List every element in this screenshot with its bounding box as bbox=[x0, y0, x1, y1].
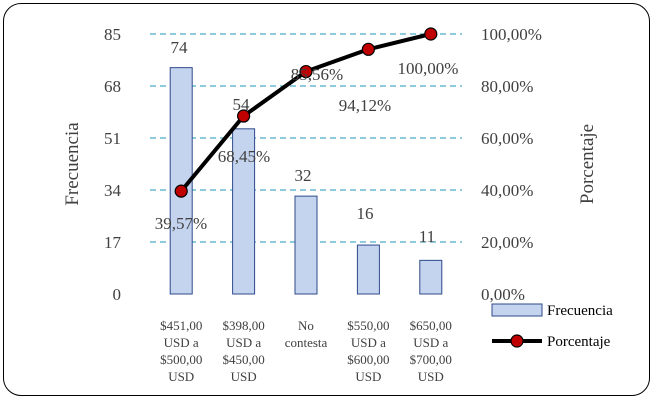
y-tick-label: 51 bbox=[104, 129, 121, 148]
bar-data-label: 74 bbox=[171, 38, 189, 57]
line-point bbox=[361, 42, 375, 56]
y-tick-label: 17 bbox=[104, 233, 122, 252]
x-category-label: $450,00 bbox=[222, 352, 264, 367]
bar bbox=[232, 128, 256, 295]
line-point bbox=[237, 109, 251, 123]
x-category-label: $700,00 bbox=[410, 352, 452, 367]
line-data-label: 100,00% bbox=[398, 59, 459, 78]
x-category-label: $650,00 bbox=[410, 318, 452, 333]
y2-tick-label: 80,00% bbox=[481, 77, 533, 96]
y2-axis-title: Porcentaje bbox=[577, 124, 598, 204]
x-category-label: $600,00 bbox=[347, 352, 389, 367]
legend-swatch-frecuencia bbox=[491, 303, 543, 317]
x-category-label: USD a bbox=[164, 335, 199, 350]
y-tick-label: 34 bbox=[104, 181, 122, 200]
line-point bbox=[299, 64, 313, 79]
line-data-label: 68,45% bbox=[218, 147, 270, 166]
y2-tick-label: 100,00% bbox=[481, 25, 542, 44]
y-tick-label: 0 bbox=[113, 285, 122, 304]
legend-label-frecuencia: Frecuencia bbox=[547, 303, 613, 319]
line-point bbox=[424, 27, 438, 41]
x-category-label: No bbox=[298, 318, 314, 333]
bar-data-label: 32 bbox=[295, 166, 312, 185]
bar bbox=[356, 244, 380, 295]
x-category-label: contesta bbox=[285, 335, 328, 350]
y2-tick-label: 60,00% bbox=[481, 129, 533, 148]
bar-data-label: 16 bbox=[357, 204, 374, 223]
x-category-label: USD bbox=[231, 369, 257, 384]
y-tick-label: 68 bbox=[104, 77, 121, 96]
x-category-label: USD a bbox=[226, 335, 261, 350]
bar-data-label: 54 bbox=[233, 95, 251, 114]
legend-label-porcentaje: Porcentaje bbox=[547, 334, 611, 350]
x-category-label: USD bbox=[355, 369, 381, 384]
bar-data-label: 11 bbox=[419, 227, 435, 246]
x-category-label: $451,00 bbox=[160, 318, 202, 333]
x-category-label: $398,00 bbox=[222, 318, 264, 333]
legend-marker-porcentaje bbox=[510, 334, 524, 348]
y-tick-label: 85 bbox=[104, 25, 121, 44]
line-point bbox=[174, 184, 188, 198]
bar bbox=[294, 195, 318, 295]
x-category-label: USD a bbox=[351, 335, 386, 350]
chart-frame bbox=[3, 3, 650, 396]
y2-tick-label: 20,00% bbox=[481, 233, 533, 252]
x-category-label: $500,00 bbox=[160, 352, 202, 367]
bar bbox=[419, 259, 443, 295]
x-category-label: $550,00 bbox=[347, 318, 389, 333]
line-data-label: 39,57% bbox=[155, 214, 207, 233]
y-axis-title: Frecuencia bbox=[62, 122, 83, 206]
x-category-label: USD a bbox=[413, 335, 448, 350]
x-category-label: USD bbox=[418, 369, 444, 384]
line-data-label: 94,12% bbox=[339, 96, 391, 115]
y2-tick-label: 40,00% bbox=[481, 181, 533, 200]
line-data-label: 85,56% bbox=[291, 65, 343, 84]
y2-tick-label: 0,00% bbox=[481, 285, 525, 304]
x-category-label: USD bbox=[168, 369, 194, 384]
